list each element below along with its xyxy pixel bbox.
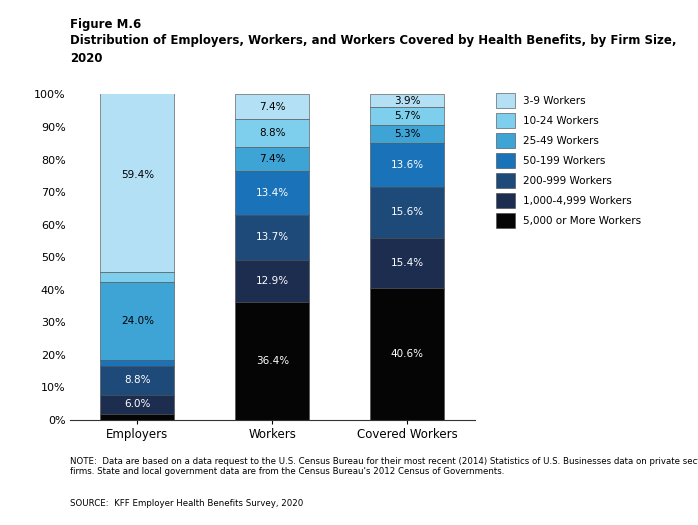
Text: 15.4%: 15.4% (391, 258, 424, 268)
Text: 15.6%: 15.6% (391, 207, 424, 217)
Text: 13.7%: 13.7% (255, 232, 289, 242)
Bar (235, 119, 309, 147)
Text: NOTE:  Data are based on a data request to the U.S. Census Bureau for their most: NOTE: Data are based on a data request t… (70, 457, 698, 476)
Legend: 3-9 Workers, 10-24 Workers, 25-49 Workers, 50-199 Workers, 200-999 Workers, 1,00: 3-9 Workers, 10-24 Workers, 25-49 Worker… (496, 93, 641, 228)
Bar (370, 94, 444, 107)
Text: 8.8%: 8.8% (259, 128, 285, 138)
Bar (100, 282, 174, 360)
Bar (370, 288, 444, 420)
Bar (100, 414, 174, 420)
Bar (370, 187, 444, 238)
Text: 8.8%: 8.8% (124, 375, 151, 385)
Text: 5.3%: 5.3% (394, 129, 420, 139)
Text: 59.4%: 59.4% (121, 170, 154, 180)
Bar (235, 147, 309, 171)
Bar (370, 143, 444, 187)
Bar (100, 78, 174, 271)
Bar (100, 366, 174, 395)
Text: Figure M.6: Figure M.6 (70, 18, 141, 31)
Text: 5.7%: 5.7% (394, 111, 420, 121)
Text: 13.6%: 13.6% (391, 160, 424, 170)
Text: 7.4%: 7.4% (259, 154, 285, 164)
Bar (370, 238, 444, 288)
Text: 40.6%: 40.6% (391, 349, 424, 359)
Text: 6.0%: 6.0% (124, 400, 151, 410)
Bar (235, 171, 309, 215)
Bar (370, 107, 444, 125)
Text: Distribution of Employers, Workers, and Workers Covered by Health Benefits, by F: Distribution of Employers, Workers, and … (70, 34, 676, 47)
Bar (235, 301, 309, 420)
Text: 24.0%: 24.0% (121, 316, 154, 326)
Bar (100, 395, 174, 414)
Text: 13.4%: 13.4% (255, 188, 289, 198)
Bar (100, 271, 174, 282)
Text: 36.4%: 36.4% (255, 356, 289, 366)
Text: SOURCE:  KFF Employer Health Benefits Survey, 2020: SOURCE: KFF Employer Health Benefits Sur… (70, 499, 303, 508)
Bar (100, 360, 174, 366)
Text: 2020: 2020 (70, 52, 103, 66)
Text: 3.9%: 3.9% (394, 96, 420, 106)
Bar (370, 125, 444, 143)
Text: 12.9%: 12.9% (255, 276, 289, 286)
Bar (235, 215, 309, 259)
Bar (235, 259, 309, 301)
Bar (235, 94, 309, 119)
Text: 7.4%: 7.4% (259, 101, 285, 111)
